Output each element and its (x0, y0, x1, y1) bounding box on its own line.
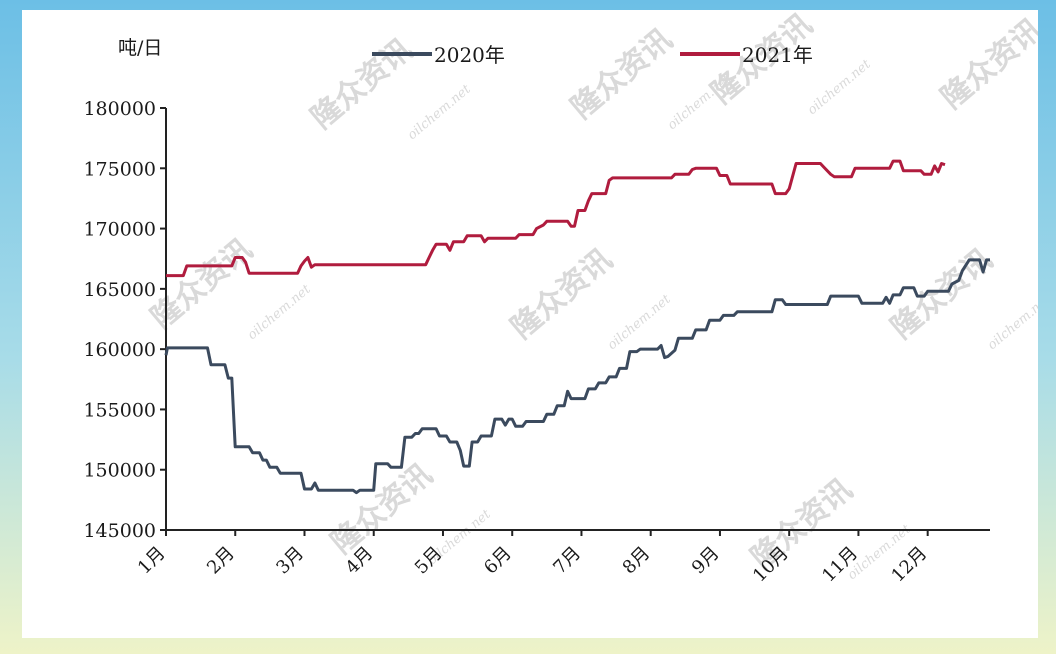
x-tick-label: 6月 (480, 543, 516, 579)
watermark-url: oilchem.net (805, 56, 874, 118)
y-tick-label: 170000 (83, 219, 156, 241)
x-tick-label: 3月 (272, 543, 308, 579)
x-tick-label: 8月 (619, 543, 655, 579)
series-line-1 (164, 258, 990, 495)
y-tick-label: 145000 (83, 520, 156, 542)
watermark-text: 隆众资讯 (145, 232, 259, 336)
y-tick-label: 180000 (83, 98, 156, 120)
series-line-2 (166, 159, 946, 278)
x-tick-label: 1月 (134, 543, 170, 579)
watermark-url: oilchem.net (1035, 61, 1038, 123)
axes (165, 108, 990, 531)
watermark-text: 隆众资讯 (565, 22, 679, 126)
y-tick-label: 155000 (83, 399, 156, 421)
y-tick-label: 160000 (83, 339, 156, 361)
watermark-url: oilchem.net (985, 291, 1038, 353)
watermark-text: 隆众资讯 (505, 242, 619, 346)
series-lines (164, 159, 990, 495)
y-tick-label: 165000 (83, 279, 156, 301)
chart-panel: 隆众资讯 oilchem.net 隆众资讯 oilchem.net 隆众资讯 oilche… (22, 10, 1038, 638)
y-axis-label: 吨/日 (118, 37, 162, 59)
watermark-url: oilchem.net (605, 291, 674, 353)
legend-label-1: 2020年 (434, 43, 505, 67)
line-chart: 隆众资讯oilchem.net隆众资讯oilchem.net隆众资讯oilche… (83, 10, 1038, 586)
watermark-text: 隆众资讯 (305, 32, 419, 136)
x-tick-label: 2月 (203, 543, 239, 579)
watermarks: 隆众资讯oilchem.net隆众资讯oilchem.net隆众资讯oilche… (145, 10, 1038, 583)
y-tick-label: 150000 (83, 460, 156, 482)
x-tick-label: 7月 (549, 543, 585, 579)
watermark-url: oilchem.net (245, 281, 314, 343)
legend-label-2: 2021年 (742, 43, 813, 67)
watermark-url: oilchem.net (405, 81, 474, 143)
x-tick-label: 9月 (688, 543, 724, 579)
legend: 2020年 2021年 (372, 43, 813, 67)
watermark-text: 隆众资讯 (325, 457, 439, 561)
watermark-text: 隆众资讯 (935, 12, 1038, 116)
y-tick-label: 175000 (83, 158, 156, 180)
